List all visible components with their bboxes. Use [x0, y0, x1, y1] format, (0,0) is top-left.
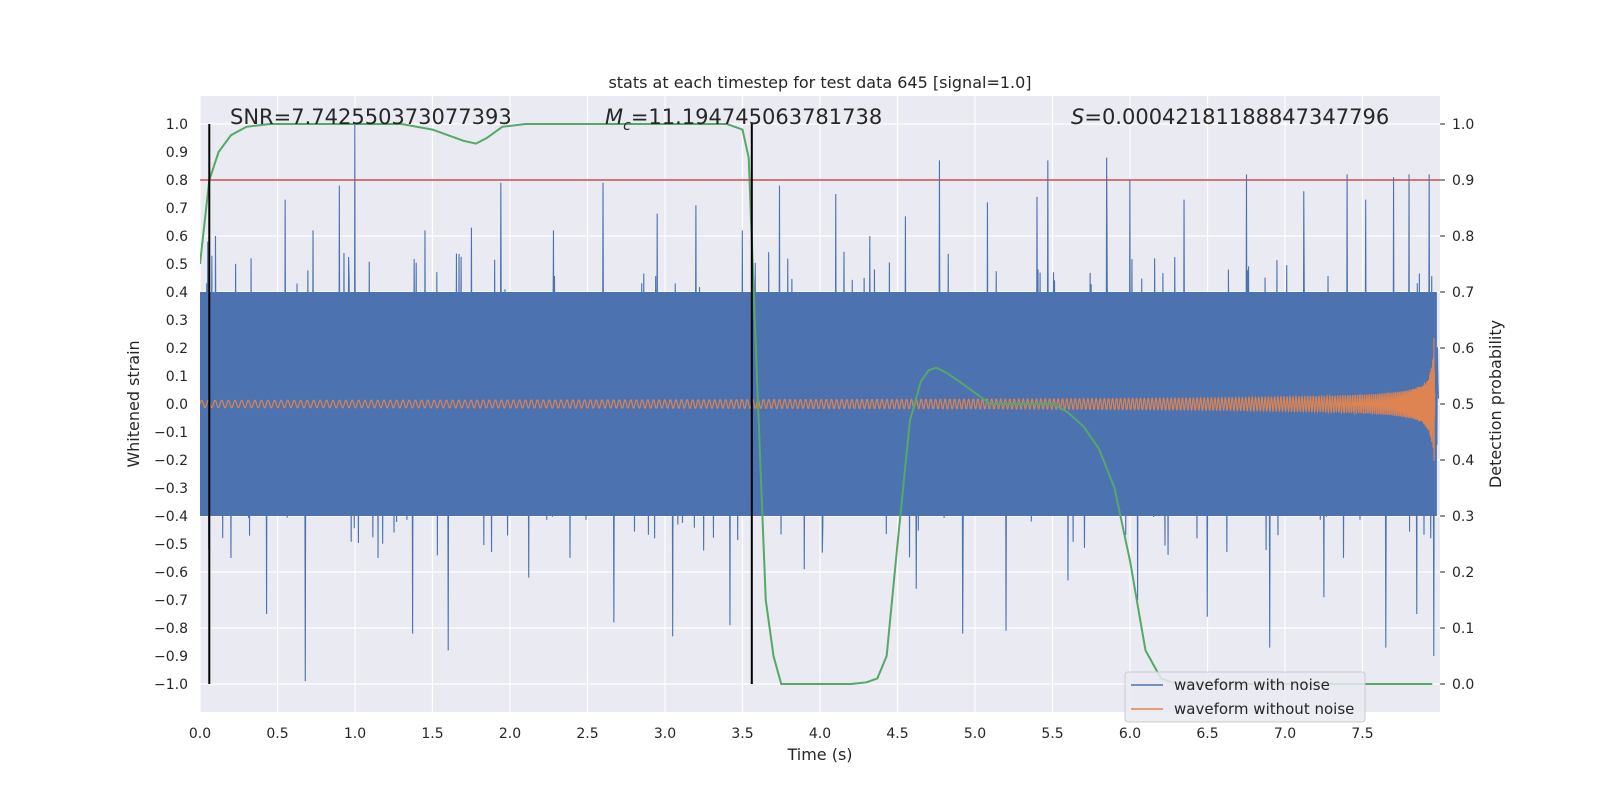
legend: waveform with noise waveform without noi… [1124, 671, 1366, 723]
x-tick-label: 2.0 [499, 726, 521, 742]
y-tick-label: −0.2 [154, 453, 188, 469]
x-tick-label: 5.0 [964, 726, 986, 742]
x-tick-label: 7.0 [1274, 726, 1296, 742]
x-tick-label: 4.0 [809, 726, 831, 742]
y2-tick-label: 0.1 [1452, 621, 1474, 637]
probability-trace [200, 123, 1433, 685]
chirp-mass-symbol: M [605, 105, 623, 129]
x-tick-label: 3.0 [654, 726, 676, 742]
y-tick-label: 0.6 [166, 229, 188, 245]
x-tick-label: 0.0 [189, 726, 211, 742]
y2-tick-label: 0.3 [1452, 509, 1474, 525]
x-tick-label: 7.5 [1351, 726, 1373, 742]
y-tick-label: −0.6 [154, 565, 188, 581]
y-tick-label: 1.0 [166, 117, 188, 133]
series-waveform-with-noise [200, 123, 1439, 682]
s-symbol: S [1071, 105, 1084, 129]
x-tick-label: 3.5 [731, 726, 753, 742]
y2-tick-label: 1.0 [1452, 117, 1474, 133]
x-tick-label: 6.5 [1196, 726, 1218, 742]
y-tick-label: 0.8 [166, 173, 188, 189]
chart-title: stats at each timestep for test data 645… [608, 73, 1031, 92]
chirp-mass-value: =11.194745063781738 [631, 105, 882, 129]
y2-tick-label: 0.7 [1452, 285, 1474, 301]
y-tick-label: 0.2 [166, 341, 188, 357]
y-tick-label: −0.5 [154, 537, 188, 553]
x-tick-label: 2.5 [576, 726, 598, 742]
y2-tick-label: 0.6 [1452, 341, 1474, 357]
snr-annotation: SNR=7.742550373077393 [230, 105, 512, 129]
y2-tick-label: 0.4 [1452, 453, 1474, 469]
chirp-mass-annotation: Mc=11.194745063781738 [605, 105, 882, 134]
y2-axis-ticks: 0.0 0.1 0.2 0.3 0.4 0.5 0.6 0.7 0.8 0.9 1.0 [1440, 117, 1474, 693]
x-axis-label: Time (s) [786, 745, 852, 764]
legend-box [1124, 671, 1366, 723]
x-tick-label: 0.5 [266, 726, 288, 742]
y-tick-label: −0.9 [154, 649, 188, 665]
noise-trace [200, 123, 1439, 682]
y2-tick-label: 0.9 [1452, 173, 1474, 189]
y-tick-label: −0.7 [154, 593, 188, 609]
y-axis-ticks: −1.0 −0.9 −0.8 −0.7 −0.6 −0.5 −0.4 −0.3 −0.2 −0.1… [154, 117, 188, 693]
x-axis-ticks: 0.0 0.5 1.0 1.5 2.0 2.5 3.0 3.5 4.0 4.5 5.0 5.5 6.0 6… [189, 726, 1374, 742]
y-tick-label: 0.5 [166, 257, 188, 273]
y-tick-label: 0.3 [166, 313, 188, 329]
reference-lines [200, 124, 1440, 684]
y-tick-label: 0.9 [166, 145, 188, 161]
x-tick-label: 1.0 [344, 726, 366, 742]
x-tick-label: 4.5 [886, 726, 908, 742]
y-tick-label: −0.3 [154, 481, 188, 497]
y-tick-label: 0.1 [166, 369, 188, 385]
y2-axis-label: Detection probability [1486, 320, 1505, 488]
y-tick-label: −0.4 [154, 509, 188, 525]
series-detection-probability [200, 123, 1433, 685]
chirp-trace [200, 337, 1436, 461]
x-tick-label: 5.5 [1041, 726, 1063, 742]
y2-tick-label: 0.2 [1452, 565, 1474, 581]
x-tick-label: 6.0 [1119, 726, 1141, 742]
y-tick-label: −0.1 [154, 425, 188, 441]
y-tick-label: 0.7 [166, 201, 188, 217]
s-annotation: S=0.00042181188847347796 [1071, 105, 1389, 129]
legend-label-waveform-with-noise: waveform with noise [1174, 676, 1330, 694]
y-tick-label: −0.8 [154, 621, 188, 637]
y2-tick-label: 0.5 [1452, 397, 1474, 413]
chirp-mass-subscript: c [623, 118, 631, 134]
x-tick-label: 1.5 [421, 726, 443, 742]
y2-tick-label: 0.0 [1452, 677, 1474, 693]
legend-label-waveform-without-noise: waveform without noise [1174, 700, 1354, 718]
y2-tick-label: 0.8 [1452, 229, 1474, 245]
series-waveform-without-noise [200, 337, 1436, 461]
s-value: =0.00042181188847347796 [1084, 105, 1389, 129]
y-tick-label: 0.0 [166, 397, 188, 413]
y-tick-label: −1.0 [154, 677, 188, 693]
y-tick-label: 0.4 [166, 285, 188, 301]
y-axis-label: Whitened strain [124, 340, 143, 467]
